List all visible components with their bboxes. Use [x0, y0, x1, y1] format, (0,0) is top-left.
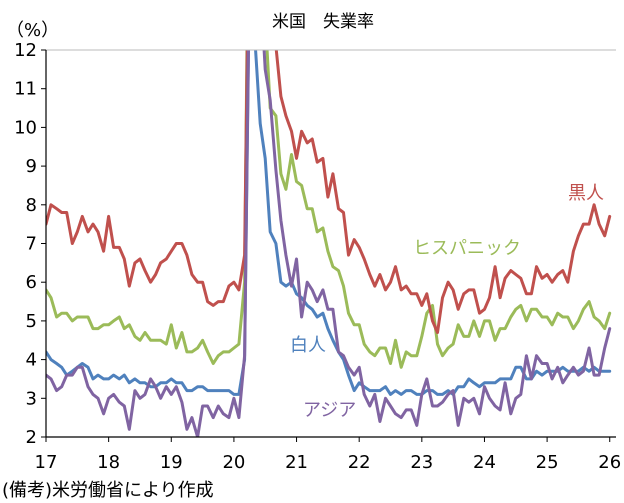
y-unit-label: （%）	[6, 20, 59, 41]
y-tick-label: 4	[26, 350, 37, 371]
y-tick-label: 5	[26, 311, 37, 332]
x-tick-label: 24	[473, 452, 496, 473]
y-tick-label: 10	[14, 117, 37, 138]
series-line-0	[46, 50, 612, 334]
y-tick-label: 6	[26, 272, 37, 293]
y-tick-label: 2	[26, 427, 37, 448]
chart-title: 米国 失業率	[272, 12, 374, 32]
x-tick-label: 21	[285, 452, 308, 473]
y-tick-label: 11	[14, 79, 37, 100]
x-tick-label: 23	[410, 452, 433, 473]
series-label-hispanic: ヒスパニック	[413, 238, 521, 259]
x-tick-label: 20	[222, 452, 245, 473]
series-line-2	[46, 50, 612, 396]
y-axis-ticks: 2 3 4 5 6 7 8 9 10 11 12	[14, 40, 46, 448]
series-label-black: 黒人	[568, 183, 604, 204]
series-lines	[46, 50, 612, 437]
y-tick-label: 8	[26, 195, 37, 216]
x-axis-ticks: 17 18 19 20 21 22 23 24 25 26	[35, 437, 621, 473]
y-tick-label: 9	[26, 156, 37, 177]
x-tick-label: 22	[348, 452, 371, 473]
x-tick-label: 25	[536, 452, 559, 473]
y-tick-label: 12	[14, 40, 37, 61]
y-tick-label: 7	[26, 234, 37, 255]
x-tick-label: 17	[35, 452, 58, 473]
source-note: (備考)米労働省により作成	[2, 480, 214, 501]
x-tick-label: 26	[598, 452, 621, 473]
series-line-3	[46, 50, 612, 437]
series-line-1	[46, 50, 612, 369]
y-tick-label: 3	[26, 388, 37, 409]
series-label-asian: アジア	[303, 400, 356, 421]
series-label-white: 白人	[290, 335, 326, 356]
x-tick-label: 19	[160, 452, 183, 473]
x-tick-label: 18	[97, 452, 120, 473]
